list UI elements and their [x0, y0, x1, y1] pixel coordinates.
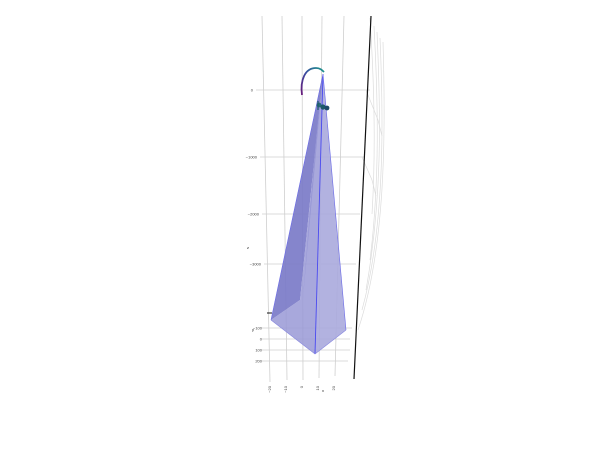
- x-tick-label: −20: [267, 385, 272, 393]
- x-axis-ticks: −20 −10 0 10 20: [267, 385, 336, 393]
- z-tick-label: −1000: [246, 155, 258, 160]
- z-axis-title: z: [247, 245, 249, 250]
- y-tick-label: −100: [253, 326, 263, 331]
- pyramid-face-inner: [303, 74, 323, 298]
- pyramid-edge-right: [322, 73, 347, 331]
- x-tick-label: −10: [283, 385, 288, 393]
- x-tick-label: 20: [331, 385, 336, 390]
- marker-point: [324, 105, 330, 111]
- pyramid-surface[interactable]: [270, 73, 347, 355]
- z-tick-label: −2000: [248, 212, 260, 217]
- y-axis-title: y: [252, 327, 254, 332]
- y-tick-label: 0: [260, 337, 263, 342]
- z-axis-line: [353, 15, 372, 380]
- marker-cluster[interactable]: [316, 101, 330, 111]
- z-axis-ticks: 0 −1000 −2000 −3000: [246, 88, 262, 267]
- x-tick-label: 0: [299, 385, 304, 388]
- z-tick-label: −3000: [250, 262, 262, 267]
- y-axis-ticks: −100 0 100 200: [253, 326, 263, 364]
- pyramid-face-front-right: [315, 74, 346, 354]
- z-tick-label: 0: [251, 88, 254, 93]
- y-tick-label: 200: [255, 359, 262, 364]
- pyramid-face-front-left: [271, 74, 323, 354]
- x-tick-label: 10: [315, 385, 320, 390]
- marker-point: [320, 104, 326, 110]
- x-axis-title: x: [322, 388, 324, 393]
- side-wall-grid: [357, 17, 385, 331]
- pyramid-edge-left: [270, 73, 324, 321]
- trajectory-arc[interactable]: [300, 67, 325, 96]
- y-tick-label: 100: [255, 348, 262, 353]
- pyramid-base: [270, 319, 347, 355]
- pyramid-edge-front: [314, 73, 324, 355]
